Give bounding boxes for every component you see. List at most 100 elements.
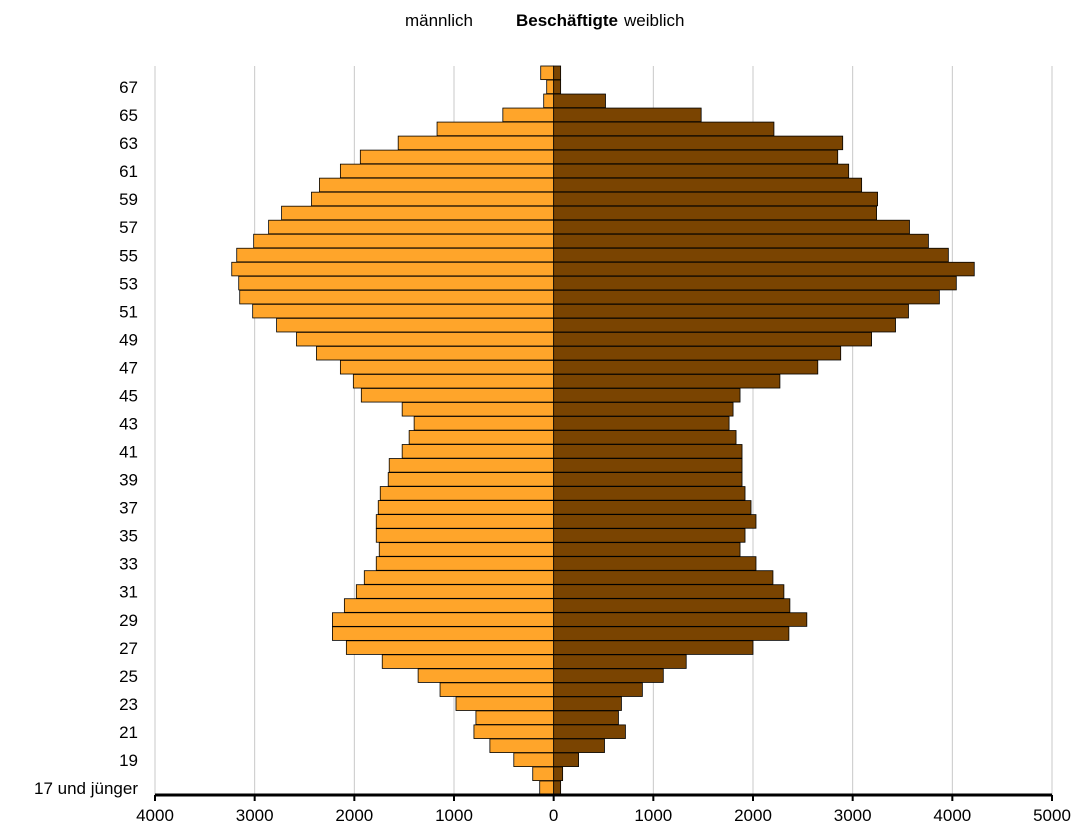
bar-female — [553, 331, 873, 347]
bar-female — [553, 766, 564, 781]
bar-male — [363, 570, 555, 585]
x-tick-label: 3000 — [834, 806, 872, 825]
bar-male — [379, 486, 555, 501]
bar-female — [553, 402, 734, 417]
x-tick-label: 4000 — [136, 806, 174, 825]
bar-female — [553, 668, 664, 683]
x-axis: 4000 3000 2000 1000 0 1000 2000 3000 4000 5000 — [136, 793, 1071, 825]
bar-female — [553, 303, 909, 319]
bar-female — [553, 247, 949, 263]
bar-female — [553, 360, 819, 375]
bar-female — [553, 710, 619, 725]
bar-male — [332, 626, 555, 641]
bar-male — [252, 303, 555, 319]
bar-male — [345, 640, 555, 655]
bar-female — [553, 724, 626, 739]
title-main: Beschäftigte — [516, 11, 618, 30]
bar-female — [553, 626, 790, 641]
bar-male — [397, 135, 555, 151]
bar-male — [355, 584, 555, 599]
y-tick-label: 39 — [119, 471, 138, 490]
bar-female — [553, 177, 863, 193]
bar-male — [401, 444, 555, 459]
bar-female — [553, 345, 842, 361]
bar-female — [553, 458, 743, 473]
bar-female — [553, 416, 730, 431]
y-tick-label: 45 — [119, 386, 138, 405]
bar-female — [553, 289, 940, 305]
bar-female — [553, 261, 975, 277]
bars — [231, 65, 975, 796]
y-tick-label: 27 — [119, 639, 138, 658]
bar-male — [359, 149, 555, 165]
y-tick-label: 37 — [119, 499, 138, 518]
bar-male — [532, 766, 555, 781]
x-tick-label: 1000 — [435, 806, 473, 825]
bar-female — [553, 275, 957, 291]
y-tick-label: 59 — [119, 190, 138, 209]
y-tick-label: 41 — [119, 443, 138, 462]
bar-female — [553, 640, 754, 655]
y-tick-label: 67 — [119, 78, 138, 97]
bar-female — [553, 500, 752, 515]
bar-female — [553, 514, 757, 529]
x-tick-label: 4000 — [933, 806, 971, 825]
y-tick-label: 47 — [119, 358, 138, 377]
bar-female — [553, 219, 910, 235]
y-tick-label: 21 — [119, 723, 138, 742]
title-male-label: männlich — [405, 11, 473, 30]
x-tick-label: 5000 — [1033, 806, 1071, 825]
bar-male — [339, 360, 555, 375]
bar-male — [377, 500, 555, 515]
bar-male — [343, 598, 555, 613]
bar-male — [238, 275, 555, 291]
bar-male — [319, 177, 555, 193]
bar-male — [436, 121, 555, 137]
y-tick-label: 35 — [119, 527, 138, 546]
y-axis: 17 und jünger 19 21 23 25 27 29 31 33 35 37 39 41 43 4… — [34, 78, 138, 798]
bar-male — [502, 107, 555, 123]
bar-male — [439, 682, 555, 697]
bar-male — [387, 472, 555, 487]
y-tick-label: 31 — [119, 583, 138, 602]
x-tick-label: 2000 — [335, 806, 373, 825]
bar-male — [375, 514, 555, 529]
x-tick-label: 3000 — [236, 806, 274, 825]
bar-male — [489, 738, 555, 753]
bar-female — [553, 163, 850, 179]
y-tick-label: 61 — [119, 162, 138, 181]
bar-male — [332, 612, 555, 627]
bar-male — [546, 79, 555, 95]
bar-male — [408, 430, 555, 445]
y-tick-label: 33 — [119, 555, 138, 574]
bar-male — [381, 654, 555, 669]
bar-male — [475, 710, 555, 725]
bar-female — [553, 486, 746, 501]
bar-male — [417, 668, 555, 683]
bar-female — [553, 696, 622, 711]
bar-male — [539, 780, 555, 796]
bar-female — [553, 79, 562, 95]
y-tick-label: 23 — [119, 695, 138, 714]
x-tick-label: 0 — [549, 806, 558, 825]
y-tick-label: 17 und jünger — [34, 779, 138, 798]
bar-female — [553, 738, 605, 753]
title-female-label: weiblich — [623, 11, 684, 30]
bar-female — [553, 556, 757, 571]
bar-female — [553, 752, 579, 767]
bar-female — [553, 205, 877, 221]
bar-male — [378, 542, 555, 557]
y-tick-label: 43 — [119, 414, 138, 433]
bar-male — [360, 388, 555, 403]
bar-female — [553, 542, 741, 557]
y-tick-label: 25 — [119, 667, 138, 686]
bar-male — [296, 331, 555, 347]
bar-female — [553, 135, 844, 151]
bar-male — [281, 205, 555, 221]
bar-male — [339, 163, 555, 179]
bar-male — [473, 724, 555, 739]
bar-male — [388, 458, 555, 473]
bar-female — [553, 149, 839, 165]
bar-female — [553, 528, 746, 543]
